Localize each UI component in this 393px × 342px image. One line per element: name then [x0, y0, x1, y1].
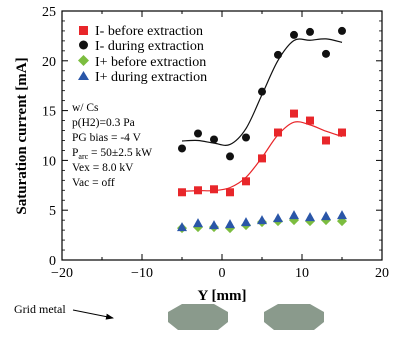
y-tick-label: 0	[49, 254, 56, 269]
cond-parc: Parc = 50±2.5 kW	[72, 147, 152, 161]
data-point-circle	[242, 133, 250, 142]
data-point-circle	[274, 50, 282, 59]
x-axis-title: Y [mm]	[197, 288, 246, 304]
data-point-triangle	[225, 219, 235, 229]
data-point-square	[178, 188, 186, 197]
legend: I- before extraction I- during extractio…	[78, 24, 207, 85]
data-point-square	[226, 188, 234, 197]
conditions-text: w/ Cs p(H2)=0.3 Pa PG bias = -4 V Parc =…	[72, 102, 152, 189]
cond-pg-bias: PG bias = -4 V	[72, 132, 142, 144]
y-tick-label: 20	[42, 55, 56, 70]
y-tick-label: 5	[49, 204, 56, 219]
data-point-triangle	[177, 222, 187, 232]
data-point-square	[290, 109, 298, 118]
y-axis-title: Saturation current [mA]	[14, 57, 30, 214]
cond-pressure: p(H2)=0.3 Pa	[72, 117, 135, 129]
legend-marker-square	[79, 26, 88, 35]
legend-label-i-minus-before: I- before extraction	[95, 24, 203, 39]
data-point-triangle	[337, 210, 347, 220]
grid-metal-arrow	[72, 309, 114, 320]
data-point-circle	[322, 49, 330, 58]
legend-label-i-plus-during: I+ during extraction	[95, 70, 207, 85]
data-point-square	[274, 128, 282, 137]
data-point-triangle	[305, 212, 315, 222]
data-point-circle	[226, 152, 234, 161]
grid-metal-caption: Grid metal	[14, 302, 66, 316]
cond-vac: Vac = off	[72, 177, 115, 189]
data-point-triangle	[193, 218, 203, 228]
data-point-triangle	[209, 220, 219, 230]
data-point-square	[306, 116, 314, 125]
cond-cs: w/ Cs	[72, 102, 99, 114]
data-point-circle	[338, 26, 346, 35]
data-point-circle	[210, 135, 218, 144]
legend-label-i-plus-before: I+ before extraction	[95, 55, 206, 70]
data-point-circle	[194, 129, 202, 138]
data-points	[177, 26, 347, 234]
data-point-triangle	[241, 217, 251, 227]
grid-metal-diagram: Grid metal	[14, 302, 324, 330]
y-tick-label: 15	[42, 105, 56, 120]
x-tick-label: −20	[51, 266, 73, 281]
y-tick-label: 10	[42, 154, 56, 169]
data-point-square	[338, 128, 346, 137]
data-point-circle	[306, 27, 314, 36]
legend-marker-diamond	[78, 55, 89, 66]
legend-label-i-minus-during: I- during extraction	[95, 39, 204, 54]
data-point-square	[210, 185, 218, 194]
cond-vex: Vex = 8.0 kV	[72, 162, 134, 174]
data-point-square	[194, 186, 202, 195]
data-point-triangle	[321, 211, 331, 221]
legend-marker-triangle	[78, 71, 89, 80]
x-tick-label: 20	[375, 266, 389, 281]
data-point-triangle	[289, 210, 299, 220]
data-point-triangle	[257, 215, 267, 225]
data-point-triangle	[273, 213, 283, 223]
data-point-circle	[178, 144, 186, 153]
x-tick-label: 10	[295, 266, 309, 281]
legend-marker-circle	[79, 40, 88, 50]
x-tick-label: −10	[131, 266, 153, 281]
axis-ticks: −20 −10 0 10 20 0 5 10 15 20 25	[42, 5, 389, 281]
grid-metal-shape	[168, 304, 228, 330]
data-point-circle	[290, 30, 298, 39]
grid-metal-shape	[264, 304, 324, 330]
y-tick-label: 25	[42, 5, 56, 20]
data-point-square	[322, 136, 330, 145]
data-point-square	[258, 154, 266, 163]
data-point-square	[242, 177, 250, 186]
data-point-circle	[258, 87, 266, 96]
x-tick-label: 0	[219, 266, 226, 281]
